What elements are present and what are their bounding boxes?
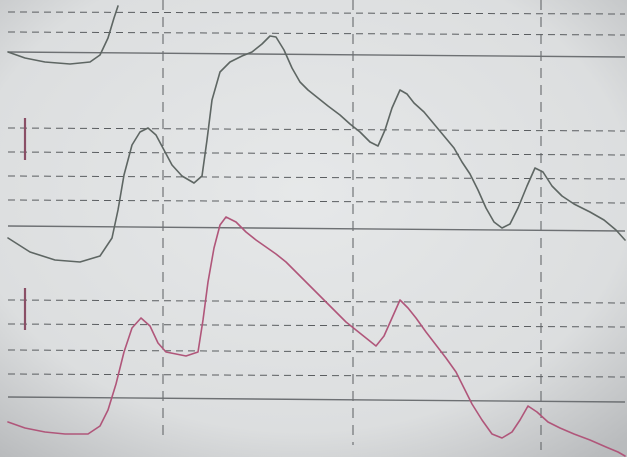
dashed-vertical-markers: [162, 0, 542, 450]
dashed-grid-line: [7, 11, 626, 15]
lower-waveform-trace: [7, 216, 626, 457]
solid-baseline-line: [7, 396, 626, 403]
upper-waveform-trace-top-segment: [7, 5, 119, 65]
solid-baseline-line: [7, 51, 626, 58]
dashed-grid-line: [7, 373, 626, 378]
dashed-grid-line: [7, 349, 626, 354]
dashed-grid-line: [7, 127, 626, 132]
dashed-grid-line: [7, 175, 626, 180]
dashed-grid-line: [7, 323, 626, 328]
dashed-grid-line: [7, 199, 626, 204]
dashed-grid-line: [7, 151, 626, 156]
dashed-grid-lines: [7, 11, 626, 378]
solid-baseline-lines: [7, 51, 626, 403]
dashed-grid-line: [7, 31, 626, 36]
upper-waveform-trace: [7, 35, 626, 263]
solid-baseline-line: [7, 225, 626, 232]
dashed-grid-line: [7, 299, 626, 304]
